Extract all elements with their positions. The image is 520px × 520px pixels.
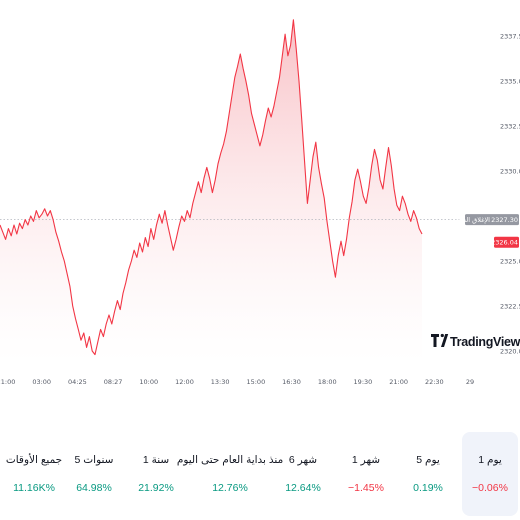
- x-tick-label: 03:00: [32, 378, 51, 386]
- x-tick-label: 21:00: [0, 378, 15, 386]
- y-tick-label: 2332.50: [500, 122, 520, 130]
- price-area-fill: [0, 19, 422, 363]
- period-change: 0.19%: [413, 482, 443, 494]
- previous-close-tag: الإغلاق السابق 2327.30: [451, 214, 519, 226]
- x-tick-label: 04:25: [68, 378, 87, 386]
- period-change: 11.16K%: [13, 482, 55, 494]
- period-label: 1 يوم: [478, 454, 502, 466]
- tradingview-wordmark: TradingView: [450, 335, 520, 349]
- period-5-days[interactable]: 5 يوم 0.19%: [400, 432, 456, 516]
- x-tick-label: 12:00: [175, 378, 194, 386]
- x-tick-label: 18:00: [318, 378, 337, 386]
- period-1-month[interactable]: 1 شهر −1.45%: [338, 432, 394, 516]
- x-tick-label: 15:00: [246, 378, 265, 386]
- TV-logo-icon: [431, 333, 449, 347]
- y-tick-label: 2325.00: [500, 257, 520, 265]
- period-label: 1 شهر: [351, 454, 381, 466]
- period-label: 6 شهر: [288, 454, 318, 466]
- x-tick-label: 22:30: [425, 378, 444, 386]
- y-axis: 2337.50 2335.00 2332.50 2330.00 2325.00 2322.…: [500, 32, 520, 355]
- performance-periods: جميع الأوقات 11.16K% 5 سنوات 64.98% 1 سن…: [0, 432, 520, 520]
- previous-close-value: 2327.30: [491, 216, 518, 224]
- period-5-years[interactable]: 5 سنوات 64.98%: [66, 432, 122, 516]
- period-change: 12.76%: [212, 482, 248, 494]
- period-1-day[interactable]: 1 يوم −0.06%: [462, 432, 518, 516]
- x-tick-label: 10:00: [139, 378, 158, 386]
- y-tick-label: 2330.00: [500, 167, 520, 175]
- y-tick-label: 2337.50: [500, 32, 520, 40]
- period-change: −0.06%: [472, 482, 508, 494]
- period-label: منذ بداية العام حتى اليوم: [176, 454, 284, 466]
- period-ytd[interactable]: منذ بداية العام حتى اليوم 12.76%: [177, 432, 283, 516]
- period-change: −1.45%: [348, 482, 384, 494]
- x-tick-label: 13:30: [211, 378, 230, 386]
- x-tick-label: 19:30: [354, 378, 373, 386]
- period-all-time[interactable]: جميع الأوقات 11.16K%: [5, 432, 63, 516]
- period-label: 5 سنوات: [74, 454, 114, 466]
- period-label: 5 يوم: [416, 454, 440, 466]
- period-change: 12.64%: [285, 482, 321, 494]
- price-chart[interactable]: 2337.50 2335.00 2332.50 2330.00 2325.00 2322.…: [0, 0, 520, 400]
- tradingview-logo[interactable]: TradingView: [431, 333, 520, 349]
- y-tick-label: 2320.00: [500, 347, 520, 355]
- x-axis: 21:00 03:00 04:25 08:27 10:00 12:00 13:30 15:00…: [0, 378, 474, 386]
- current-price-value: 2326.04: [491, 239, 518, 247]
- y-tick-label: 2322.50: [500, 302, 520, 310]
- x-tick-label: 08:27: [104, 378, 123, 386]
- period-label: جميع الأوقات: [5, 454, 63, 466]
- period-change: 64.98%: [76, 482, 112, 494]
- period-change: 21.92%: [138, 482, 174, 494]
- previous-close-label: الإغلاق السابق: [451, 216, 490, 224]
- x-tick-label: 21:00: [389, 378, 408, 386]
- period-label: 1 سنة: [142, 454, 170, 466]
- period-1-year[interactable]: 1 سنة 21.92%: [128, 432, 184, 516]
- price-line: [0, 19, 423, 356]
- y-tick-label: 2335.00: [500, 77, 520, 85]
- current-price-tag: 2326.04: [491, 236, 519, 248]
- x-tick-label: 29: [466, 378, 474, 386]
- period-6-months[interactable]: 6 شهر 12.64%: [276, 432, 330, 516]
- x-tick-label: 16:30: [282, 378, 301, 386]
